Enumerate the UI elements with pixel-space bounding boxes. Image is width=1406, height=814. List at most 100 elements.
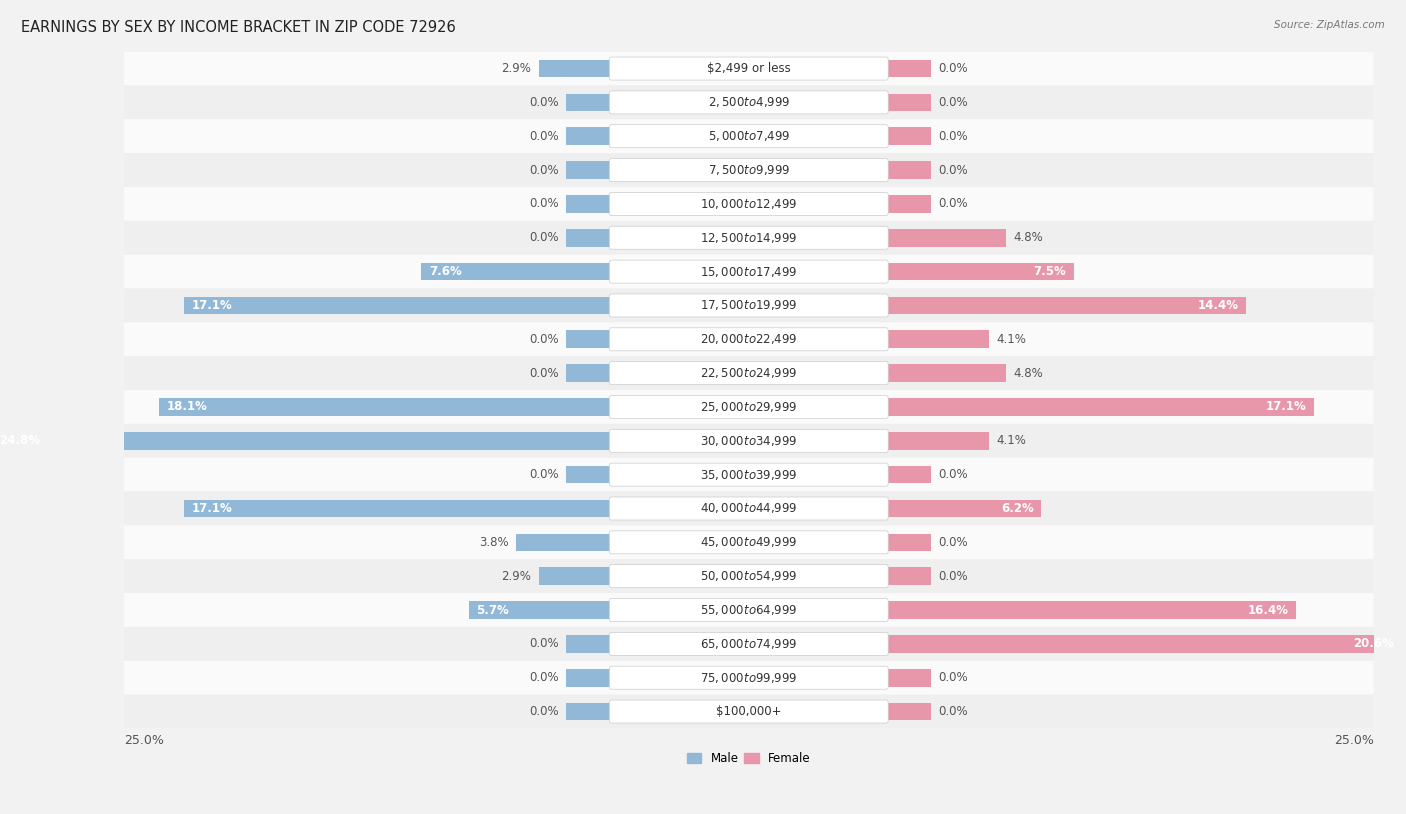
FancyBboxPatch shape	[609, 192, 889, 216]
Bar	[886, 229, 1007, 247]
FancyBboxPatch shape	[124, 153, 1374, 187]
FancyBboxPatch shape	[609, 463, 889, 486]
Text: $65,000 to $74,999: $65,000 to $74,999	[700, 637, 797, 651]
Text: 0.0%: 0.0%	[529, 164, 558, 177]
Text: 4.1%: 4.1%	[997, 435, 1026, 448]
FancyBboxPatch shape	[609, 497, 889, 520]
Bar	[538, 59, 612, 77]
Bar	[886, 602, 1296, 619]
Text: 0.0%: 0.0%	[529, 198, 558, 210]
FancyBboxPatch shape	[124, 51, 1374, 85]
Bar	[567, 466, 612, 484]
FancyBboxPatch shape	[124, 593, 1374, 627]
Text: 0.0%: 0.0%	[939, 705, 969, 718]
Bar	[886, 330, 988, 348]
Bar	[567, 669, 612, 686]
Text: 3.8%: 3.8%	[479, 536, 509, 549]
Legend: Male, Female: Male, Female	[682, 747, 815, 770]
Bar	[516, 533, 612, 551]
Bar	[886, 59, 931, 77]
Bar	[567, 229, 612, 247]
Text: 7.5%: 7.5%	[1033, 265, 1066, 278]
FancyBboxPatch shape	[609, 396, 889, 418]
FancyBboxPatch shape	[124, 390, 1374, 424]
Bar	[184, 500, 612, 517]
Bar	[159, 398, 612, 416]
FancyBboxPatch shape	[124, 627, 1374, 661]
Bar	[886, 94, 931, 112]
Text: 25.0%: 25.0%	[124, 733, 165, 746]
FancyBboxPatch shape	[609, 159, 889, 182]
FancyBboxPatch shape	[124, 694, 1374, 729]
Bar	[886, 432, 988, 449]
Text: Source: ZipAtlas.com: Source: ZipAtlas.com	[1274, 20, 1385, 30]
Bar	[886, 702, 931, 720]
Text: $15,000 to $17,499: $15,000 to $17,499	[700, 265, 797, 278]
Text: 5.7%: 5.7%	[477, 603, 509, 616]
FancyBboxPatch shape	[609, 260, 889, 283]
Text: 0.0%: 0.0%	[529, 705, 558, 718]
Text: 25.0%: 25.0%	[1334, 733, 1374, 746]
FancyBboxPatch shape	[609, 125, 889, 148]
Text: $35,000 to $39,999: $35,000 to $39,999	[700, 468, 797, 482]
FancyBboxPatch shape	[609, 598, 889, 622]
Text: 0.0%: 0.0%	[939, 198, 969, 210]
FancyBboxPatch shape	[609, 700, 889, 723]
Text: $10,000 to $12,499: $10,000 to $12,499	[700, 197, 797, 211]
Text: 0.0%: 0.0%	[939, 164, 969, 177]
Text: 0.0%: 0.0%	[529, 637, 558, 650]
Text: 14.4%: 14.4%	[1198, 299, 1239, 312]
Text: $45,000 to $49,999: $45,000 to $49,999	[700, 536, 797, 549]
Bar	[0, 432, 612, 449]
Text: $22,500 to $24,999: $22,500 to $24,999	[700, 366, 797, 380]
Bar	[886, 296, 1246, 314]
Bar	[886, 263, 1074, 280]
Bar	[886, 635, 1400, 653]
Text: $50,000 to $54,999: $50,000 to $54,999	[700, 569, 797, 583]
Text: $2,500 to $4,999: $2,500 to $4,999	[707, 95, 790, 109]
Text: 0.0%: 0.0%	[939, 129, 969, 142]
FancyBboxPatch shape	[124, 492, 1374, 525]
Text: 0.0%: 0.0%	[529, 366, 558, 379]
FancyBboxPatch shape	[609, 531, 889, 554]
Text: 20.6%: 20.6%	[1353, 637, 1393, 650]
Bar	[567, 128, 612, 145]
FancyBboxPatch shape	[124, 661, 1374, 694]
Bar	[567, 330, 612, 348]
FancyBboxPatch shape	[124, 457, 1374, 492]
Text: 24.8%: 24.8%	[0, 435, 39, 448]
Bar	[886, 398, 1313, 416]
Text: $55,000 to $64,999: $55,000 to $64,999	[700, 603, 797, 617]
Text: 0.0%: 0.0%	[529, 468, 558, 481]
Bar	[886, 128, 931, 145]
Bar	[567, 161, 612, 179]
Text: $20,000 to $22,499: $20,000 to $22,499	[700, 332, 797, 346]
Bar	[567, 365, 612, 382]
Text: 16.4%: 16.4%	[1247, 603, 1288, 616]
Text: 2.9%: 2.9%	[502, 570, 531, 583]
Bar	[886, 500, 1042, 517]
Text: 17.1%: 17.1%	[191, 502, 232, 515]
Text: 0.0%: 0.0%	[939, 570, 969, 583]
Text: 7.6%: 7.6%	[429, 265, 461, 278]
FancyBboxPatch shape	[609, 294, 889, 317]
Bar	[886, 466, 931, 484]
FancyBboxPatch shape	[124, 525, 1374, 559]
FancyBboxPatch shape	[124, 559, 1374, 593]
Text: 4.8%: 4.8%	[1014, 231, 1043, 244]
FancyBboxPatch shape	[609, 57, 889, 80]
Text: 0.0%: 0.0%	[529, 672, 558, 685]
Text: 0.0%: 0.0%	[529, 333, 558, 346]
Text: $17,500 to $19,999: $17,500 to $19,999	[700, 299, 797, 313]
Text: 6.2%: 6.2%	[1001, 502, 1033, 515]
Text: $5,000 to $7,499: $5,000 to $7,499	[707, 129, 790, 143]
Text: 2.9%: 2.9%	[502, 62, 531, 75]
FancyBboxPatch shape	[124, 322, 1374, 357]
FancyBboxPatch shape	[609, 226, 889, 249]
Text: 4.8%: 4.8%	[1014, 366, 1043, 379]
Bar	[886, 567, 931, 585]
Bar	[422, 263, 612, 280]
Text: $75,000 to $99,999: $75,000 to $99,999	[700, 671, 797, 685]
Text: 0.0%: 0.0%	[529, 96, 558, 109]
Bar	[567, 195, 612, 212]
